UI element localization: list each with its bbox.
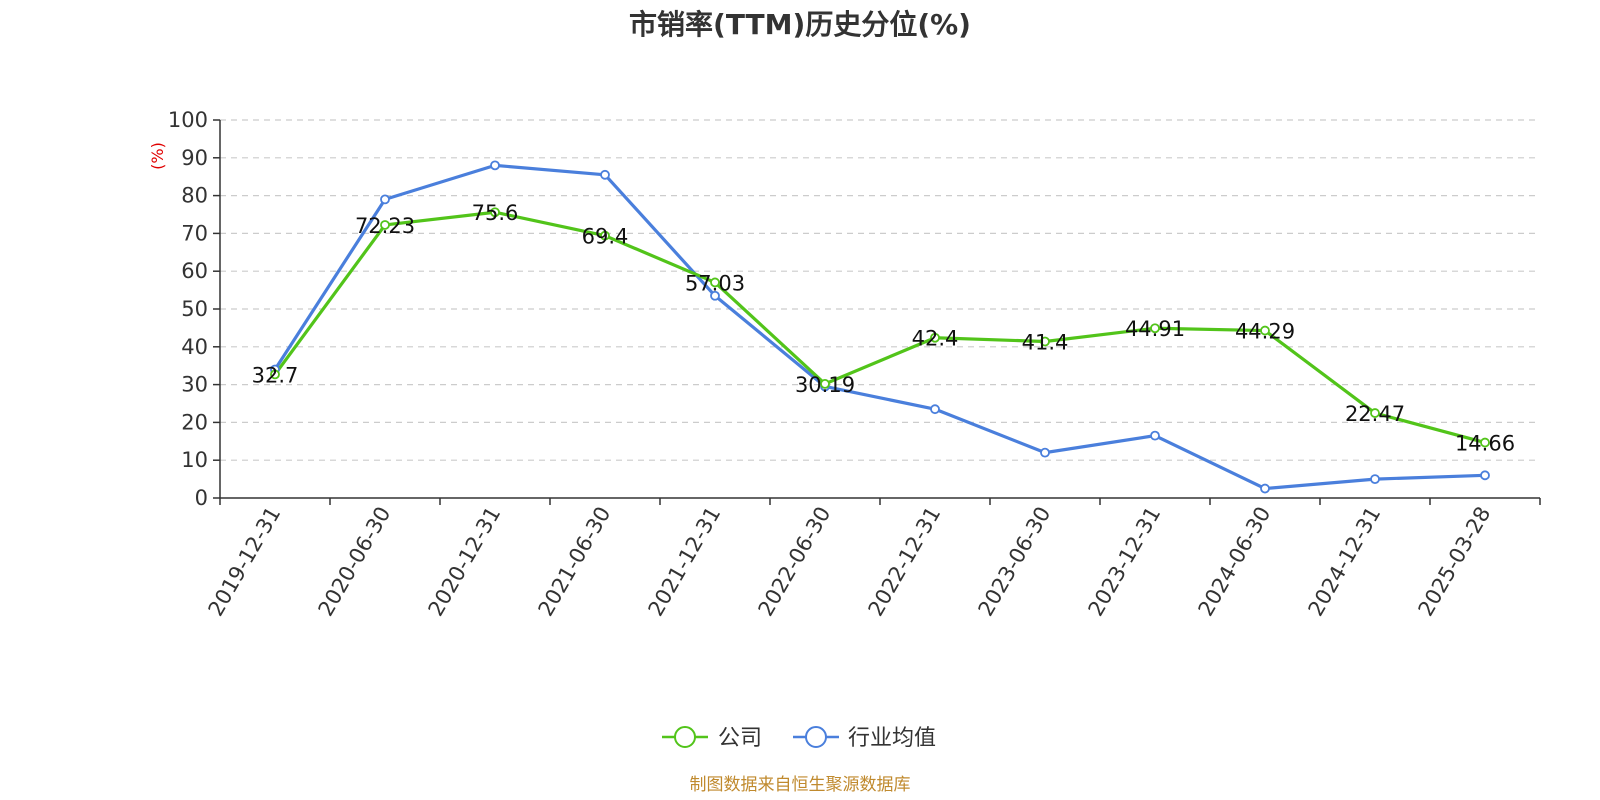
data-point[interactable] [490,207,500,218]
data-point[interactable] [710,290,720,301]
y-tick-label: 50 [181,297,208,321]
x-tick-label: 2023-12-31 [1084,503,1166,621]
data-point[interactable] [600,169,610,180]
data-label: 75.6 [472,201,519,225]
data-label: 44.91 [1125,317,1185,341]
y-tick-label: 90 [181,146,208,170]
chart-title: 市销率(TTM)历史分位(%) [629,8,971,41]
data-point[interactable] [1480,470,1490,481]
data-point[interactable] [930,404,940,415]
y-tick-label: 100 [168,108,208,132]
data-point[interactable] [1370,474,1380,485]
data-point[interactable] [270,369,280,380]
x-tick-label: 2023-06-30 [974,503,1056,621]
data-point[interactable] [600,230,610,241]
data-point[interactable] [1260,325,1270,336]
series-line-1 [273,163,1486,491]
x-tick-label: 2020-12-31 [424,503,506,621]
grid-lines [220,119,1540,461]
data-label: 41.4 [1022,331,1069,355]
data-labels: 32.7 72.23 75.6 69.4 57.03 30.19 42.4 41.4 44.91… [252,201,1515,455]
axes: 0 10 20 30 40 50 60 70 80 90 100 2019-12-31 2020-06-… [168,108,1541,621]
y-axis-unit: (%) [148,142,167,170]
data-point[interactable] [1040,447,1050,458]
legend-marker [805,726,827,748]
data-label: 57.03 [685,271,745,295]
data-point[interactable] [490,160,500,171]
x-tick-label: 2022-12-31 [864,503,946,621]
data-point[interactable] [380,220,390,230]
y-tick-label: 0 [195,486,208,510]
legend-label: 行业均值 [848,726,936,751]
y-tick-label: 60 [181,259,208,283]
data-point[interactable] [930,332,940,343]
y-tick-label: 20 [181,410,208,434]
data-point[interactable] [710,277,720,288]
x-tick-label: 2021-06-30 [534,503,616,621]
data-point[interactable] [380,194,390,205]
x-tick-label: 2021-12-31 [644,503,726,621]
data-label: 14.66 [1455,432,1515,456]
x-tick-label: 2022-06-30 [754,503,836,621]
data-point[interactable] [820,378,830,389]
legend-label: 公司 [718,726,762,751]
series-lines [270,160,1490,494]
data-point[interactable] [1040,336,1050,347]
y-tick-label: 80 [181,184,208,208]
legend[interactable]: 公司 行业均值 [662,726,936,751]
y-tick-label: 10 [181,448,208,472]
x-tick-label: 2024-06-30 [1194,503,1276,621]
y-tick-label: 40 [181,335,208,359]
data-label: 32.7 [252,363,299,387]
data-label: 22.47 [1345,402,1405,426]
y-tick-label: 70 [181,221,208,245]
data-label: 44.29 [1235,320,1295,344]
y-tick-label: 30 [181,373,208,397]
legend-item-1[interactable]: 行业均值 [793,726,936,751]
data-point[interactable] [1370,408,1380,418]
data-label: 69.4 [582,225,629,249]
series-line-0 [273,210,1486,445]
data-point[interactable] [1480,437,1490,448]
x-tick-label: 2024-12-31 [1304,503,1386,621]
data-label: 72.23 [355,214,415,238]
x-tick-label: 2020-06-30 [314,503,396,621]
legend-item-0[interactable]: 公司 [662,726,762,751]
x-tick-label: 2019-12-31 [204,503,286,621]
x-tick-label: 2025-03-28 [1414,503,1496,621]
data-point[interactable] [1150,430,1160,441]
data-label: 30.19 [795,373,855,397]
legend-marker [674,726,696,748]
data-point[interactable] [1260,483,1270,494]
source-note: 制图数据来自恒生聚源数据库 [690,775,911,795]
data-point[interactable] [1150,323,1160,334]
data-label: 42.4 [912,327,959,351]
